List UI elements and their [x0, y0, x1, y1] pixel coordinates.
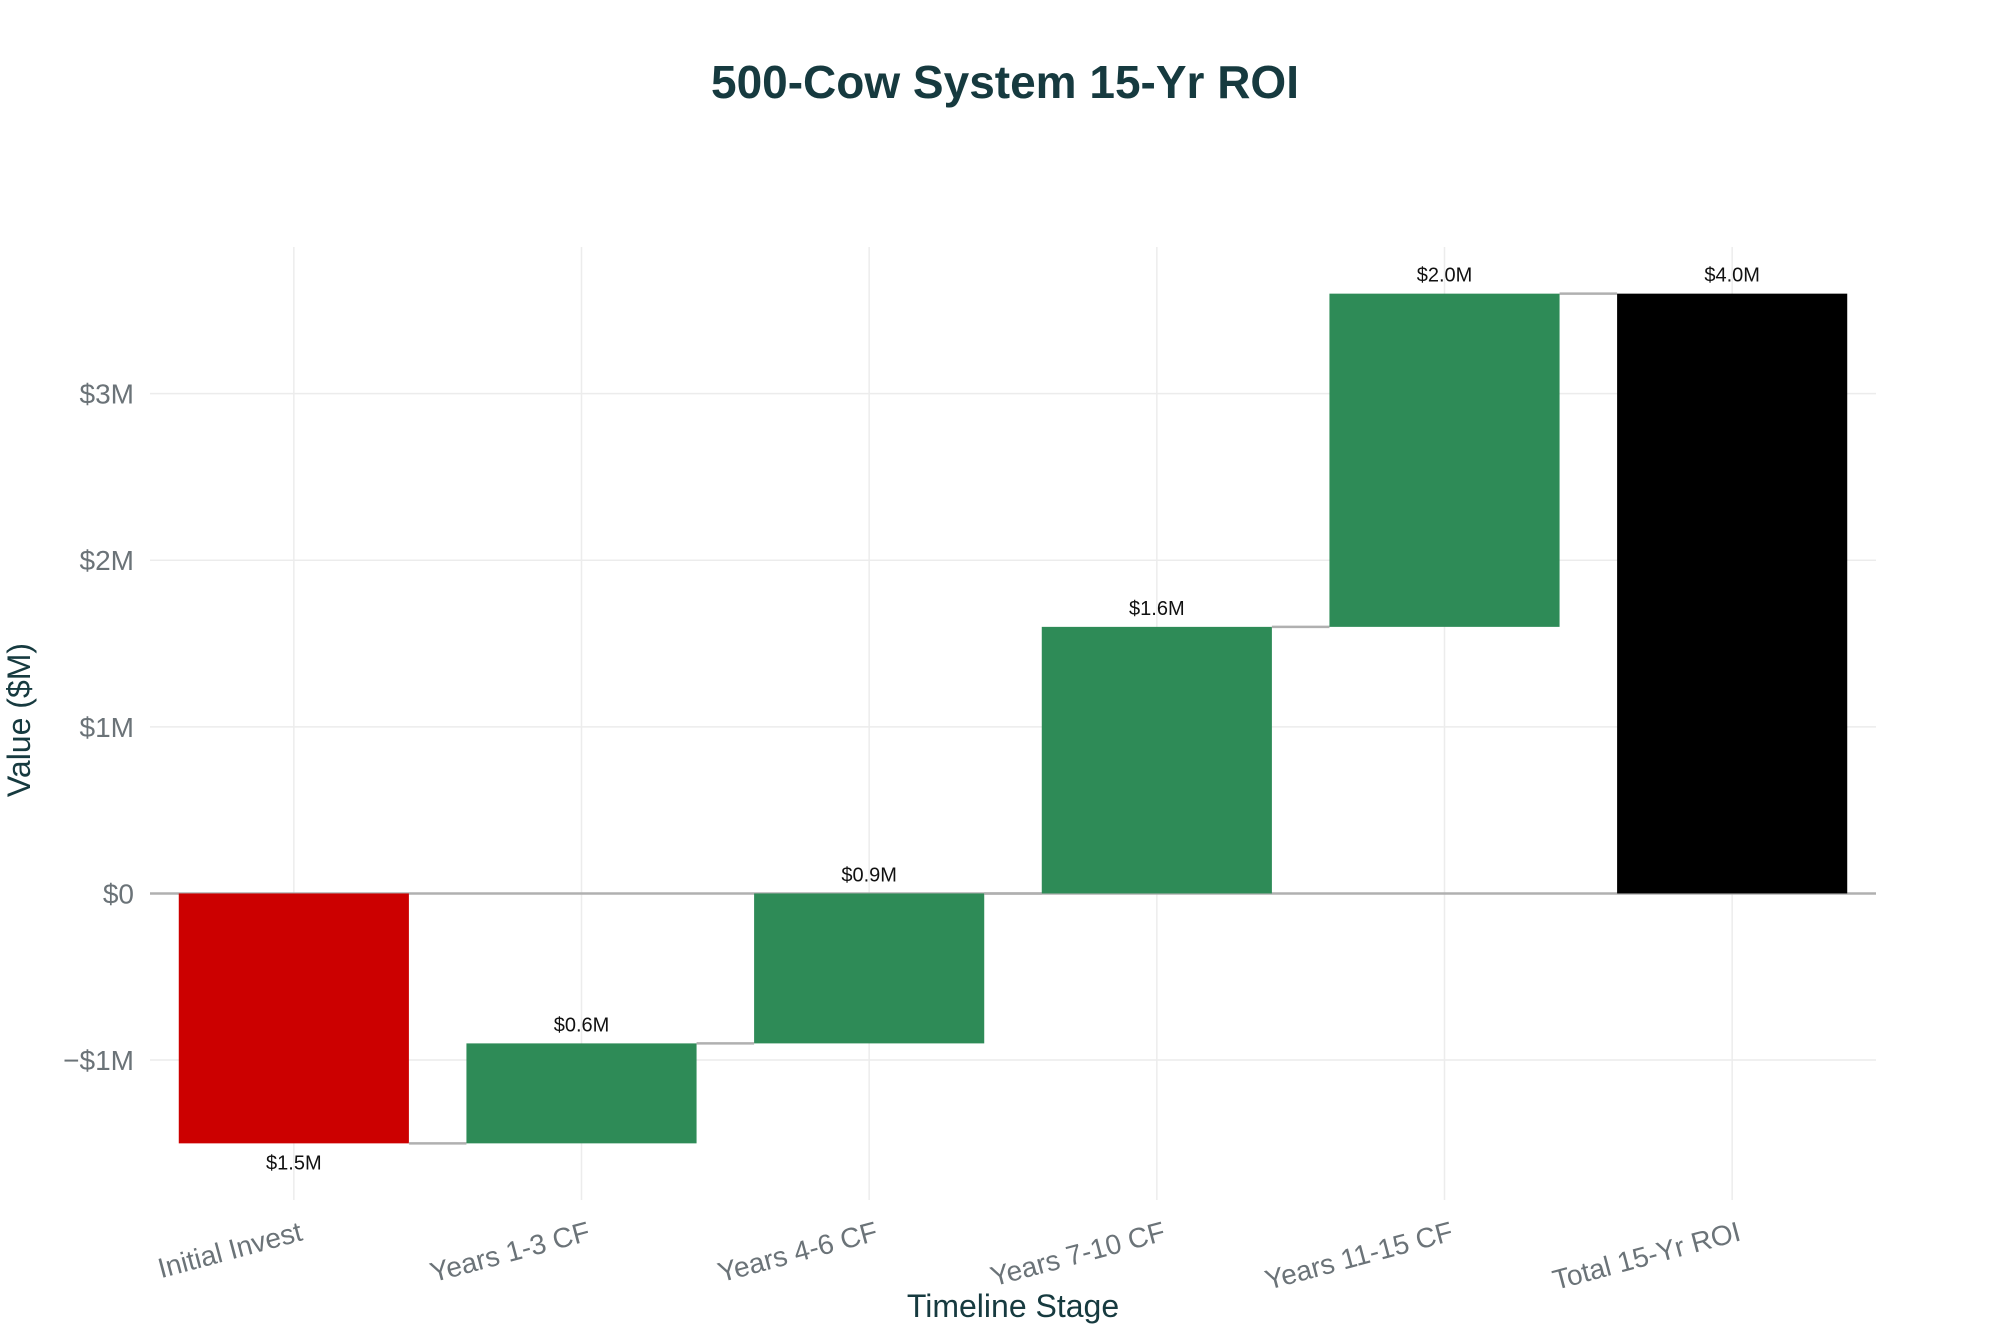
- data-labels: $1.5M $0.6M $0.9M $1.6M $2.0M $4.0M: [266, 265, 1760, 1175]
- x-axis-title: Timeline Stage: [907, 1288, 1119, 1324]
- y-tick-label: −$1M: [63, 1045, 134, 1076]
- y-tick-label: $1M: [80, 712, 134, 743]
- bar-years-4-6-cf: [754, 893, 985, 1044]
- data-label: $4.0M: [1704, 265, 1760, 287]
- bar-years-11-15-cf: [1329, 293, 1560, 627]
- x-tick-label: Years 11-15 CF: [1262, 1216, 1456, 1296]
- y-tick-label: $2M: [80, 545, 134, 576]
- data-label: $0.6M: [554, 1014, 610, 1036]
- bar-total-15-yr-roi: [1617, 293, 1848, 894]
- bar-years-1-3-cf: [466, 1043, 697, 1144]
- data-label: $0.9M: [841, 864, 897, 886]
- x-tick-label: Years 1-3 CF: [427, 1216, 593, 1288]
- bar-years-7-10-cf: [1041, 626, 1272, 894]
- y-axis-title: Value ($M): [1, 643, 37, 797]
- y-tick-label: $0: [103, 878, 134, 909]
- x-tick-label: Years 7-10 CF: [987, 1216, 1168, 1292]
- data-label: $2.0M: [1417, 265, 1473, 287]
- data-label: $1.6M: [1129, 598, 1185, 620]
- y-axis-ticks: −$1M $0 $1M $2M $3M: [63, 379, 134, 1076]
- y-tick-label: $3M: [80, 379, 134, 410]
- x-tick-label: Total 15-Yr ROI: [1549, 1216, 1743, 1296]
- x-tick-label: Initial Invest: [155, 1216, 306, 1284]
- chart-title: 500-Cow System 15-Yr ROI: [711, 56, 1299, 108]
- x-tick-label: Years 4-6 CF: [714, 1216, 880, 1288]
- bar-initial-invest: [178, 893, 409, 1144]
- bars: [178, 292, 1848, 1145]
- x-axis-ticks: Initial Invest Years 1-3 CF Years 4-6 CF Ye…: [155, 1216, 1744, 1296]
- data-label: $1.5M: [266, 1152, 322, 1174]
